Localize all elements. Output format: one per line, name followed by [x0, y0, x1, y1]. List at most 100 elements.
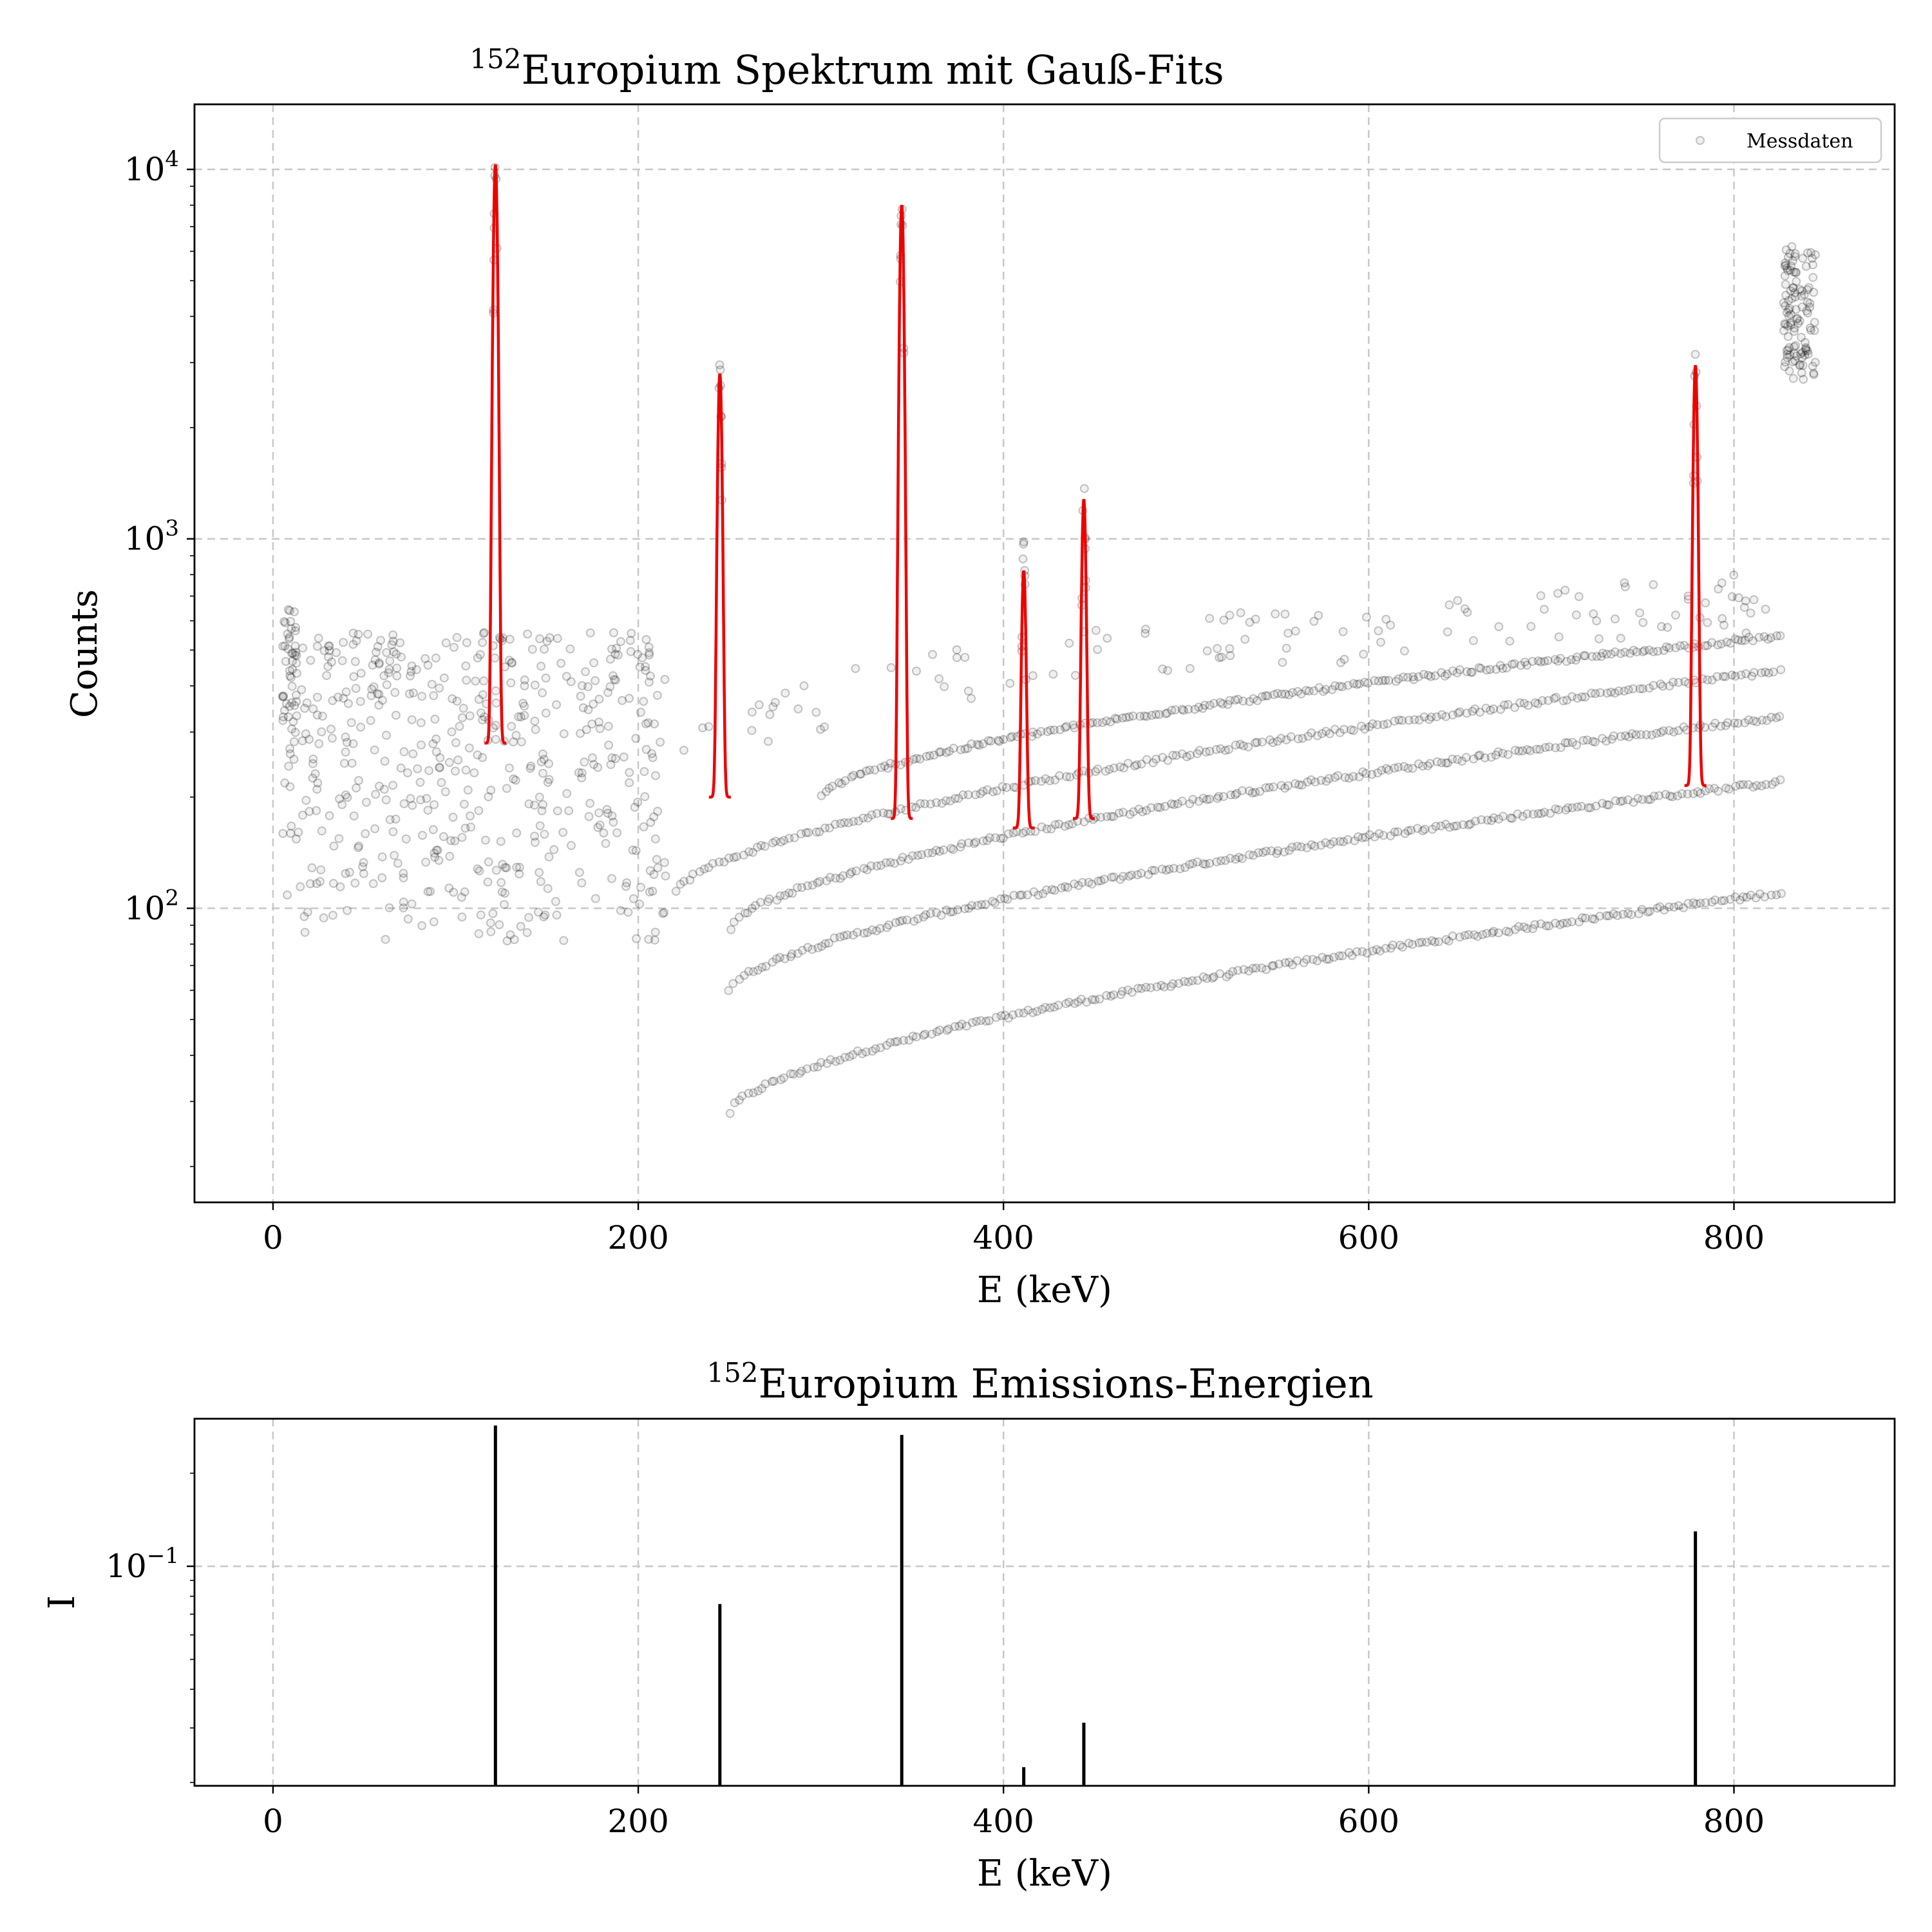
scatter-point [1070, 999, 1079, 1009]
scatter-point [1662, 642, 1671, 652]
scatter-point [1491, 750, 1501, 760]
scatter-point [1598, 734, 1607, 743]
scatter-point [312, 806, 321, 815]
scatter-point [974, 741, 984, 750]
scatter-point [942, 748, 951, 757]
scatter-point [486, 786, 496, 795]
scatter-point [426, 887, 435, 896]
scatter-point [1588, 737, 1598, 746]
scatter-point [1783, 332, 1793, 341]
scatter-point [457, 893, 466, 902]
scatter-point [1786, 320, 1795, 330]
scatter-point [1045, 776, 1055, 786]
scatter-point [1414, 715, 1424, 724]
scatter-point [599, 828, 609, 838]
scatter-point [1408, 940, 1417, 949]
scatter-point [1537, 696, 1547, 705]
scatter-point [594, 694, 604, 704]
scatter-point [475, 650, 485, 659]
scatter-point [1553, 589, 1562, 598]
scatter-point [1096, 876, 1106, 886]
scatter-point [708, 858, 717, 868]
legend-marker [1696, 136, 1705, 145]
scatter-point [1475, 707, 1484, 717]
scatter-point [421, 654, 430, 663]
scatter-point [556, 659, 566, 668]
scatter-point [919, 1030, 929, 1040]
scatter-point [904, 1036, 914, 1045]
scatter-point [916, 799, 925, 808]
scatter-point [1540, 743, 1550, 752]
scatter-point [1730, 892, 1740, 902]
scatter-point [497, 887, 507, 897]
scatter-point [461, 661, 471, 670]
scatter-point [1177, 796, 1187, 806]
scatter-point [1613, 911, 1622, 920]
scatter-point [319, 913, 328, 923]
scatter-point [1542, 921, 1551, 931]
scatter-point [337, 656, 347, 665]
scatter-point [495, 920, 504, 929]
scatter-point [1144, 870, 1153, 880]
scatter-point [384, 665, 394, 674]
scatter-point [486, 918, 495, 928]
scatter-point [1734, 593, 1743, 603]
scatter-point [498, 860, 507, 869]
scatter-point [1801, 344, 1811, 354]
scatter-point [913, 914, 923, 923]
scatter-point [1683, 789, 1692, 799]
scatter-point [828, 781, 837, 791]
scatter-point [1797, 291, 1806, 301]
scatter-point [1530, 698, 1540, 708]
scatter-point [1276, 734, 1286, 743]
scatter-point [1200, 701, 1209, 710]
scatter-point [504, 656, 514, 665]
scatter-point [744, 967, 753, 976]
scatter-point [1444, 600, 1454, 610]
scatter-point [820, 722, 829, 732]
scatter-point [1587, 652, 1597, 661]
scatter-point [726, 925, 736, 934]
scatter-point [744, 1088, 753, 1098]
scatter-point [1749, 595, 1759, 605]
scatter-point [371, 790, 381, 799]
scatter-point [1014, 1009, 1024, 1018]
scatter-point [1307, 840, 1316, 849]
scatter-point [317, 826, 327, 836]
scatter-point [1634, 909, 1643, 918]
scatter-point [633, 650, 643, 659]
scatter-point [1116, 990, 1126, 999]
scatter-point [1752, 717, 1761, 726]
scatter-point [1238, 696, 1248, 706]
scatter-point [1232, 788, 1242, 798]
scatter-point [1659, 646, 1669, 655]
scatter-point [1093, 645, 1103, 654]
scatter-point [1727, 670, 1737, 680]
scatter-point [1701, 598, 1710, 608]
scatter-point [417, 740, 426, 750]
scatter-point [1082, 998, 1092, 1007]
scatter-point [1736, 670, 1746, 680]
scatter-point [1236, 608, 1245, 618]
scatter-point [801, 828, 811, 837]
scatter-point [760, 842, 770, 851]
scatter-point [1233, 965, 1242, 975]
scatter-point [950, 1022, 960, 1031]
spectrum-x-tick-label: 600 [1338, 1219, 1399, 1256]
scatter-point [652, 690, 662, 700]
scatter-point [621, 882, 630, 891]
scatter-point [585, 628, 595, 638]
scatter-point [1378, 676, 1387, 685]
scatter-point [1592, 616, 1602, 625]
scatter-point [602, 805, 612, 814]
scatter-point [1579, 651, 1589, 661]
scatter-point [509, 737, 518, 747]
scatter-point [840, 1052, 849, 1062]
scatter-point [1689, 789, 1698, 799]
scatter-point [1198, 972, 1208, 981]
scatter-point [1734, 635, 1743, 645]
scatter-point [280, 778, 290, 788]
scatter-point [1710, 718, 1720, 728]
scatter-point [1167, 799, 1176, 809]
scatter-point [302, 698, 312, 708]
